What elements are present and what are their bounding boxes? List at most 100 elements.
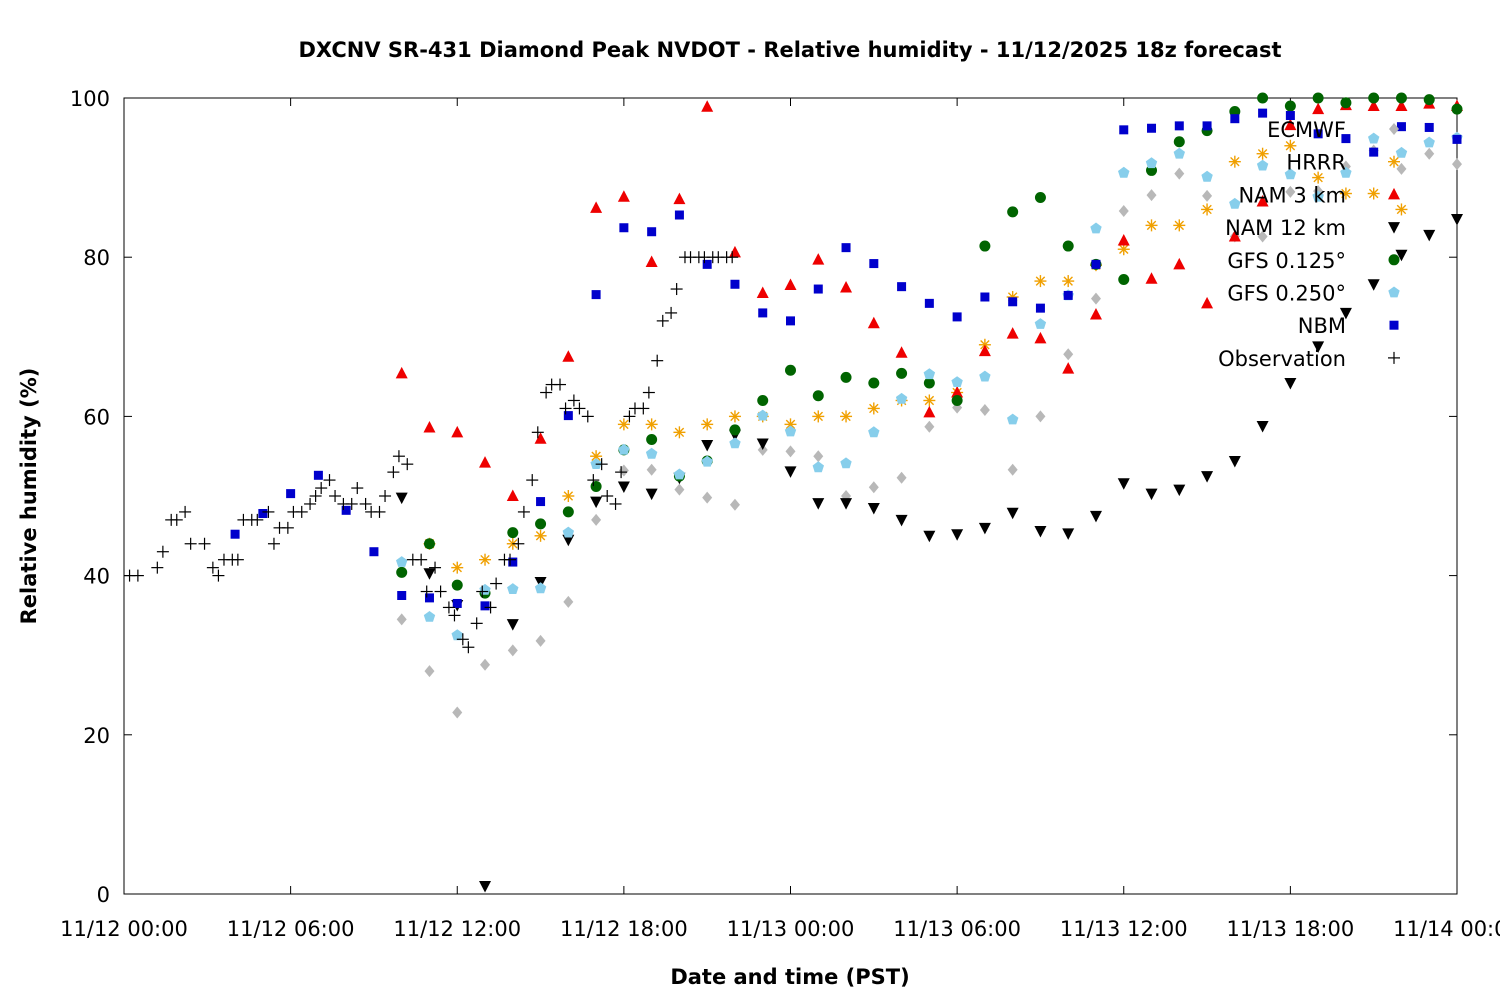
point-nbm <box>924 298 934 308</box>
point-gfs-0-250 <box>1090 222 1102 234</box>
point-ecmwf <box>924 420 935 433</box>
point-nam-12-km <box>1451 213 1463 226</box>
point-observation <box>637 402 650 415</box>
point-hrrr <box>479 553 492 566</box>
point-hrrr <box>1312 171 1325 184</box>
point-observation <box>179 505 192 518</box>
point-gfs-0-125 <box>396 566 408 578</box>
legend-label-ecmwf: ECMWF <box>1267 118 1346 142</box>
point-gfs-0-250 <box>840 457 852 469</box>
point-observation <box>540 386 553 399</box>
point-nam-12-km <box>1312 341 1325 353</box>
point-observation <box>567 394 580 407</box>
point-nam-12-km <box>867 502 880 515</box>
point-gfs-0-125 <box>785 364 796 376</box>
point-nam-3-km <box>1145 272 1158 284</box>
point-observation <box>595 458 608 471</box>
point-ecmwf <box>1007 463 1018 476</box>
point-nbm <box>397 591 407 600</box>
point-nbm <box>313 470 323 480</box>
point-observation <box>504 553 517 566</box>
point-ecmwf <box>896 471 907 484</box>
point-nam-12-km <box>1006 507 1019 520</box>
point-hrrr <box>534 529 547 542</box>
point-nbm <box>1369 147 1379 157</box>
point-gfs-0-125 <box>590 480 602 492</box>
point-ecmwf <box>535 634 546 647</box>
point-nam-12-km <box>812 498 825 510</box>
point-gfs-0-250 <box>729 437 741 449</box>
point-nbm <box>1174 121 1184 131</box>
point-nam-3-km <box>867 316 880 329</box>
point-nam-12-km <box>895 514 908 527</box>
point-gfs-0-125 <box>1173 136 1185 148</box>
point-ecmwf <box>396 613 407 626</box>
y-tick-label: 100 <box>70 87 110 111</box>
point-observation <box>442 601 455 614</box>
point-ecmwf <box>1202 189 1213 202</box>
point-gfs-0-250 <box>1256 159 1269 171</box>
point-observation <box>184 537 197 550</box>
point-observation <box>623 410 636 423</box>
point-nbm <box>841 243 851 253</box>
point-observation <box>581 410 594 423</box>
point-gfs-0-250 <box>645 447 658 459</box>
point-nam-12-km <box>1173 484 1186 497</box>
point-nam-12-km <box>1117 478 1130 490</box>
point-ecmwf <box>1257 230 1268 243</box>
point-nbm <box>619 223 629 233</box>
point-nam-12-km <box>645 488 658 501</box>
point-gfs-0-250 <box>423 611 436 622</box>
x-tick-label: 11/12 18:00 <box>560 917 688 941</box>
point-ecmwf <box>1452 158 1462 171</box>
point-nam-3-km <box>673 192 686 205</box>
point-nbm <box>1091 259 1101 269</box>
point-gfs-0-250 <box>673 468 686 480</box>
point-observation <box>281 521 294 534</box>
point-observation <box>392 450 405 463</box>
legend-label-nbm: NBM <box>1298 314 1346 338</box>
point-nam-3-km <box>1367 99 1380 111</box>
point-gfs-0-125 <box>423 538 435 550</box>
point-observation <box>170 513 183 526</box>
point-observation <box>665 306 678 319</box>
point-gfs-0-250 <box>1145 157 1158 169</box>
point-gfs-0-125 <box>1034 192 1046 203</box>
x-tick-label: 11/13 18:00 <box>1227 917 1355 941</box>
point-nam-12-km <box>840 498 853 510</box>
point-nam-12-km <box>562 534 575 547</box>
point-ecmwf <box>1090 292 1101 305</box>
point-gfs-0-125 <box>951 394 963 406</box>
point-nam-3-km <box>506 489 519 501</box>
legend-marker-observation <box>1388 351 1400 364</box>
legend-label-observation: Observation <box>1218 347 1346 371</box>
point-gfs-0-250 <box>1034 318 1047 329</box>
point-nam-12-km <box>784 466 797 478</box>
point-nam-3-km <box>784 278 797 291</box>
x-tick-label: 11/13 12:00 <box>1060 917 1188 941</box>
point-gfs-0-125 <box>729 424 741 436</box>
point-nbm <box>1202 121 1212 131</box>
point-nam-3-km <box>923 405 936 418</box>
point-ecmwf <box>1146 189 1157 202</box>
point-gfs-0-250 <box>979 370 991 382</box>
point-nam-3-km <box>645 255 658 267</box>
x-tick-label: 11/14 00:00 <box>1393 917 1500 941</box>
point-observation <box>601 490 614 502</box>
point-observation <box>554 378 567 391</box>
point-observation <box>151 561 164 574</box>
point-nam-3-km <box>1395 99 1408 111</box>
point-nam-3-km <box>1228 230 1241 242</box>
point-nam-3-km <box>562 350 575 362</box>
point-observation <box>476 585 489 598</box>
point-gfs-0-125 <box>1395 92 1407 104</box>
legend-marker-nam-3-km <box>1388 187 1400 200</box>
point-ecmwf <box>785 445 796 458</box>
point-nbm <box>591 290 601 300</box>
point-nam-12-km <box>1228 455 1241 468</box>
point-nbm <box>869 259 879 269</box>
point-observation <box>726 251 739 264</box>
point-hrrr <box>1395 203 1408 216</box>
point-nbm <box>508 557 518 567</box>
point-ecmwf <box>618 464 629 477</box>
